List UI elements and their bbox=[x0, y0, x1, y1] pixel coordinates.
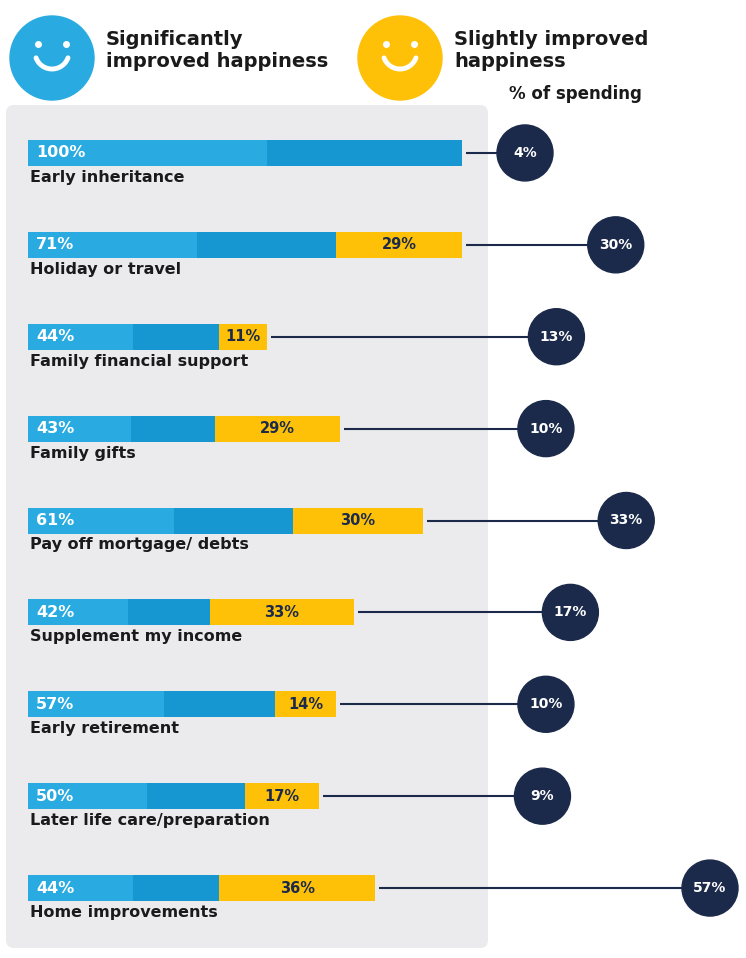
Text: Family gifts: Family gifts bbox=[30, 445, 136, 461]
FancyBboxPatch shape bbox=[128, 600, 210, 626]
Circle shape bbox=[497, 125, 553, 181]
Text: 29%: 29% bbox=[381, 238, 416, 252]
FancyBboxPatch shape bbox=[275, 692, 336, 718]
Text: Family financial support: Family financial support bbox=[30, 354, 248, 369]
FancyBboxPatch shape bbox=[219, 324, 267, 350]
Text: Early inheritance: Early inheritance bbox=[30, 170, 184, 185]
FancyBboxPatch shape bbox=[28, 692, 275, 718]
FancyBboxPatch shape bbox=[28, 324, 219, 350]
FancyBboxPatch shape bbox=[28, 416, 215, 442]
Text: Pay off mortgage/ debts: Pay off mortgage/ debts bbox=[30, 537, 249, 553]
Text: 36%: 36% bbox=[280, 880, 315, 896]
Text: 33%: 33% bbox=[264, 604, 299, 620]
Text: 44%: 44% bbox=[36, 330, 75, 344]
Text: 42%: 42% bbox=[36, 604, 75, 620]
Text: 33%: 33% bbox=[609, 513, 643, 528]
Circle shape bbox=[515, 768, 571, 824]
FancyBboxPatch shape bbox=[215, 416, 340, 442]
Text: Supplement my income: Supplement my income bbox=[30, 629, 242, 645]
FancyBboxPatch shape bbox=[6, 105, 488, 948]
Text: 71%: 71% bbox=[36, 238, 75, 252]
Text: Early retirement: Early retirement bbox=[30, 721, 179, 737]
Text: Home improvements: Home improvements bbox=[30, 905, 218, 920]
Text: 50%: 50% bbox=[36, 788, 75, 804]
Text: 4%: 4% bbox=[513, 146, 537, 160]
FancyBboxPatch shape bbox=[28, 140, 462, 166]
FancyBboxPatch shape bbox=[336, 232, 462, 258]
FancyBboxPatch shape bbox=[28, 784, 245, 810]
FancyBboxPatch shape bbox=[245, 784, 319, 810]
Circle shape bbox=[518, 400, 574, 457]
FancyBboxPatch shape bbox=[174, 508, 292, 534]
FancyBboxPatch shape bbox=[28, 232, 336, 258]
FancyBboxPatch shape bbox=[28, 875, 219, 901]
Text: 14%: 14% bbox=[288, 696, 323, 712]
Text: 30%: 30% bbox=[340, 513, 375, 528]
FancyBboxPatch shape bbox=[219, 875, 375, 901]
Text: Later life care/preparation: Later life care/preparation bbox=[30, 813, 270, 828]
Text: 13%: 13% bbox=[539, 330, 573, 344]
Text: 10%: 10% bbox=[529, 697, 562, 711]
Text: Holiday or travel: Holiday or travel bbox=[30, 262, 181, 277]
FancyBboxPatch shape bbox=[210, 600, 354, 626]
Text: 61%: 61% bbox=[36, 513, 75, 528]
Text: 44%: 44% bbox=[36, 880, 75, 896]
FancyBboxPatch shape bbox=[267, 140, 462, 166]
FancyBboxPatch shape bbox=[148, 784, 245, 810]
FancyBboxPatch shape bbox=[198, 232, 336, 258]
Text: % of spending: % of spending bbox=[509, 85, 642, 103]
Circle shape bbox=[682, 860, 738, 916]
Text: 30%: 30% bbox=[599, 238, 633, 252]
Text: 57%: 57% bbox=[36, 696, 75, 712]
Circle shape bbox=[528, 308, 584, 365]
Text: 10%: 10% bbox=[529, 422, 562, 436]
Text: Slightly improved
happiness: Slightly improved happiness bbox=[454, 30, 648, 71]
Text: Significantly
improved happiness: Significantly improved happiness bbox=[106, 30, 328, 71]
FancyBboxPatch shape bbox=[131, 416, 215, 442]
FancyBboxPatch shape bbox=[28, 508, 292, 534]
Circle shape bbox=[518, 676, 574, 732]
Text: 17%: 17% bbox=[264, 788, 299, 804]
Text: 29%: 29% bbox=[260, 422, 295, 436]
Circle shape bbox=[598, 492, 654, 549]
Text: 100%: 100% bbox=[36, 146, 85, 160]
Circle shape bbox=[10, 16, 94, 100]
Text: 57%: 57% bbox=[693, 881, 727, 895]
FancyBboxPatch shape bbox=[133, 324, 219, 350]
Circle shape bbox=[588, 217, 644, 273]
Circle shape bbox=[542, 584, 598, 640]
Circle shape bbox=[358, 16, 442, 100]
FancyBboxPatch shape bbox=[292, 508, 423, 534]
FancyBboxPatch shape bbox=[28, 600, 210, 626]
Text: 17%: 17% bbox=[554, 605, 587, 620]
FancyBboxPatch shape bbox=[133, 875, 219, 901]
Text: 11%: 11% bbox=[225, 330, 260, 344]
Text: 9%: 9% bbox=[530, 789, 554, 803]
Text: 43%: 43% bbox=[36, 422, 75, 436]
FancyBboxPatch shape bbox=[164, 692, 275, 718]
